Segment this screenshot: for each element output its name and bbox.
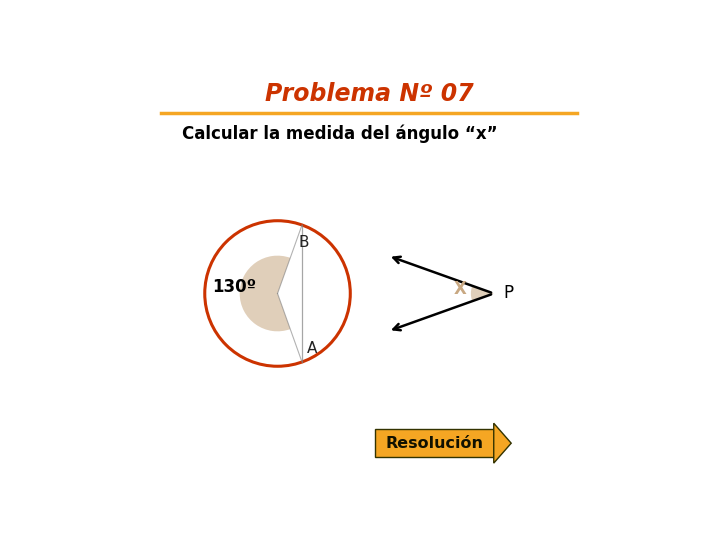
Text: 130º: 130º	[212, 278, 257, 296]
Text: B: B	[299, 235, 310, 251]
Text: Resolución: Resolución	[385, 436, 484, 451]
Text: Problema Nº 07: Problema Nº 07	[265, 82, 473, 106]
Polygon shape	[494, 423, 511, 463]
Text: Calcular la medida del ángulo “x”: Calcular la medida del ángulo “x”	[182, 124, 498, 143]
Text: A: A	[307, 341, 318, 356]
FancyBboxPatch shape	[375, 429, 494, 457]
Wedge shape	[471, 286, 494, 301]
Wedge shape	[240, 255, 290, 332]
Text: P: P	[503, 285, 513, 302]
Text: X: X	[453, 280, 466, 298]
